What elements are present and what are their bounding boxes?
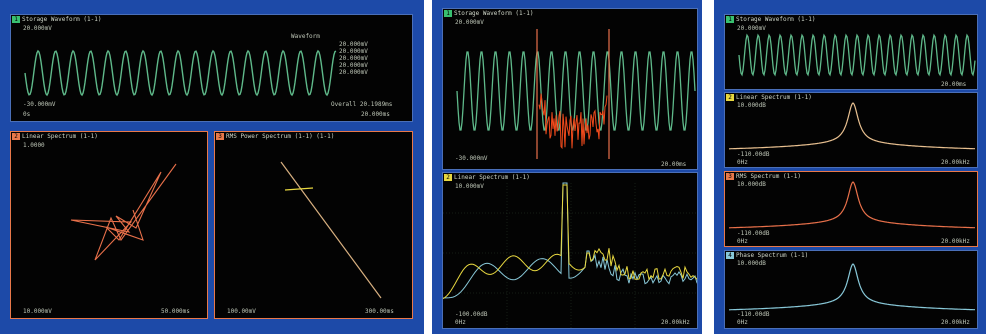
linear-spectrum-panel[interactable]: 2 Linear Spectrum (1-1) 1.0000 10.000mV … bbox=[10, 131, 208, 319]
panel-index-badge: 1 bbox=[726, 16, 734, 23]
panel-title: Linear Spectrum (1-1) bbox=[454, 174, 530, 181]
panel-index-badge: 2 bbox=[12, 133, 20, 140]
y-bottom-label: -110.00dB bbox=[737, 151, 770, 158]
x-end-label: 50.000ms bbox=[161, 308, 190, 315]
x-start-label: 0Hz bbox=[737, 159, 748, 166]
phase-spectrum-panel[interactable]: 4 Phase Spectrum (1-1) 10.000dB -110.00d… bbox=[724, 250, 978, 329]
waveform-with-burst-trace bbox=[456, 29, 696, 159]
lissajous-trace bbox=[70, 163, 177, 261]
panel-title: Linear Spectrum (1-1) bbox=[736, 94, 812, 101]
diagonal-trace bbox=[280, 161, 382, 299]
readout: 20.000mV bbox=[339, 69, 368, 76]
panel-title: Linear Spectrum (1-1) bbox=[22, 133, 98, 140]
panel-index-badge: 3 bbox=[216, 133, 224, 140]
storage-waveform-panel[interactable]: 1 Storage Waveform (1-1) 20.000mV 20.00m… bbox=[724, 14, 978, 90]
x-end-label: 20.000ms bbox=[361, 111, 390, 118]
x-start-label: 0Hz bbox=[455, 319, 466, 326]
spectrum-trace bbox=[443, 182, 697, 328]
y-top-label: 10.000dB bbox=[737, 102, 766, 109]
panel-title: RMS Spectrum (1-1) bbox=[736, 173, 802, 180]
y-top-label: 20.000mV bbox=[23, 25, 52, 32]
panel-title: Phase Spectrum (1-1) bbox=[736, 252, 809, 259]
y-top-label: 20.000mV bbox=[737, 25, 766, 32]
panel-title: Storage Waveform (1-1) bbox=[736, 16, 816, 23]
y-bottom-label: 100.00mV bbox=[227, 308, 256, 315]
panel-title: RMS Power Spectrum (1-1) (1-1) bbox=[226, 133, 335, 140]
panel-index-badge: 4 bbox=[726, 252, 734, 259]
rms-spectrum-panel[interactable]: 3 RMS Spectrum (1-1) 10.000dB -110.00dB … bbox=[724, 171, 978, 247]
storage-waveform-panel[interactable]: 1 Storage Waveform (1-1) 20.000mV -30.00… bbox=[442, 8, 698, 170]
y-top-label: 20.000mV bbox=[455, 19, 484, 26]
linear-spectrum-panel[interactable]: 2 Linear Spectrum (1-1) 10.000mV -100.00… bbox=[442, 172, 698, 329]
readout: 20.000mV bbox=[339, 48, 368, 55]
panel-index-badge: 3 bbox=[726, 173, 734, 180]
panel-title: Storage Waveform (1-1) bbox=[22, 16, 102, 23]
peak-spectrum-trace bbox=[729, 102, 975, 150]
x-end-label: 300.00ms bbox=[365, 308, 394, 315]
peak-spectrum-trace bbox=[729, 263, 975, 311]
y-top-label: 10.000dB bbox=[737, 181, 766, 188]
analyzer-screen-3: 1 Storage Waveform (1-1) 20.000mV 20.00m… bbox=[714, 0, 986, 334]
y-bottom-label: -30.000mV bbox=[455, 155, 488, 162]
y-bottom-label: -100.00dB bbox=[455, 311, 488, 318]
y-bottom-label: -110.00dB bbox=[737, 311, 770, 318]
analyzer-screen-2: 1 Storage Waveform (1-1) 20.000mV -30.00… bbox=[432, 0, 702, 334]
panel-index-badge: 1 bbox=[444, 10, 452, 17]
linear-spectrum-panel[interactable]: 2 Linear Spectrum (1-1) 10.000dB -110.00… bbox=[724, 92, 978, 168]
x-end-label: 20.00kHz bbox=[941, 159, 970, 166]
y-top-label: 10.000mV bbox=[455, 183, 484, 190]
readout: 20.000mV bbox=[339, 62, 368, 69]
rms-power-spectrum-panel[interactable]: 3 RMS Power Spectrum (1-1) (1-1) 100.00m… bbox=[214, 131, 413, 319]
readout: 20.000mV bbox=[339, 41, 368, 48]
storage-waveform-panel[interactable]: 1 Storage Waveform (1-1) 20.000mV Wavefo… bbox=[10, 14, 413, 122]
waveform-trace bbox=[24, 49, 337, 97]
x-end-label: 20.00kHz bbox=[661, 319, 690, 326]
panel-index-badge: 1 bbox=[12, 16, 20, 23]
x-end-label: 20.00kHz bbox=[941, 238, 970, 245]
x-end-label: 20.00ms bbox=[661, 161, 687, 168]
waveform-annotation: Waveform bbox=[291, 33, 320, 40]
panel-index-badge: 2 bbox=[444, 174, 452, 181]
waveform-trace bbox=[738, 33, 976, 77]
y-bottom-label: -30.000mV bbox=[23, 101, 56, 108]
y-bottom-label: -110.00dB bbox=[737, 230, 770, 237]
x-start-label: 0Hz bbox=[737, 319, 748, 326]
y-top-label: 1.0000 bbox=[23, 142, 45, 149]
x-end-label: 20.00ms bbox=[941, 81, 967, 88]
panel-index-badge: 2 bbox=[726, 94, 734, 101]
overall-label: Overall 20.1989ms bbox=[331, 101, 393, 108]
y-bottom-label: 10.000mV bbox=[23, 308, 52, 315]
y-top-label: 10.000dB bbox=[737, 260, 766, 267]
readout: 20.000mV bbox=[339, 55, 368, 62]
side-readouts: 20.000mV 20.000mV 20.000mV 20.000mV 20.0… bbox=[339, 41, 409, 76]
analyzer-screen-1: 1 Storage Waveform (1-1) 20.000mV Wavefo… bbox=[0, 0, 424, 334]
panel-title: Storage Waveform (1-1) bbox=[454, 10, 534, 17]
x-start-label: 0s bbox=[23, 111, 31, 118]
peak-spectrum-trace bbox=[729, 181, 975, 229]
x-start-label: 0Hz bbox=[737, 238, 748, 245]
x-end-label: 20.00kHz bbox=[941, 319, 970, 326]
